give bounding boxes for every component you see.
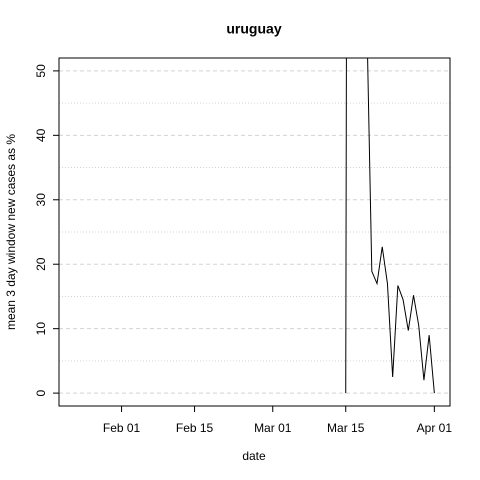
plot-frame: [58, 57, 451, 407]
x-axis-label: date: [242, 449, 266, 463]
data-line: [345, 58, 435, 394]
y-tick-label: 20: [34, 257, 48, 271]
x-tick-label: Mar 15: [327, 421, 365, 435]
y-tick-label: 0: [34, 389, 48, 396]
chart-title: uruguay: [226, 21, 281, 37]
x-tick-label: Apr 01: [417, 421, 453, 435]
x-tick-label: Feb 15: [176, 421, 214, 435]
y-tick-label: 30: [34, 193, 48, 207]
x-tick-label: Feb 01: [103, 421, 141, 435]
y-axis-label: mean 3 day window new cases as %: [4, 134, 18, 330]
y-tick-label: 50: [34, 64, 48, 78]
y-tick-label: 40: [34, 128, 48, 142]
x-tick-label: Mar 01: [254, 421, 292, 435]
y-tick-label: 10: [34, 322, 48, 336]
